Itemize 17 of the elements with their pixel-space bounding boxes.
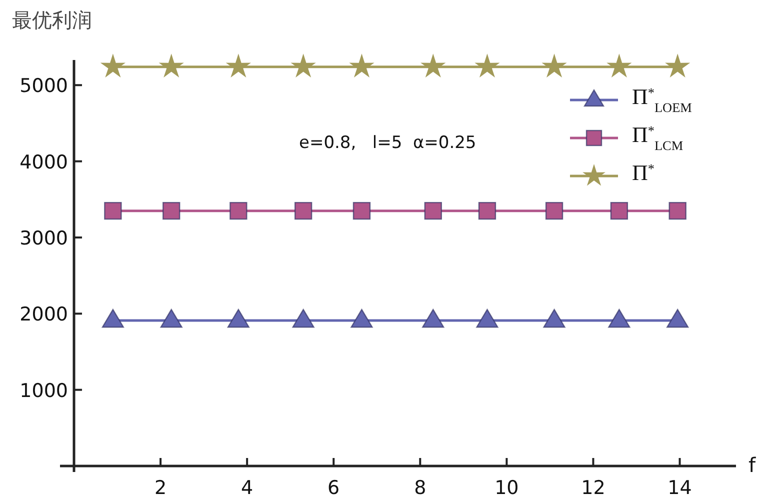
y-axis-title: 最优利润 <box>12 8 92 32</box>
y-tick-label: 3000 <box>20 227 68 250</box>
x-axis-title: f <box>748 453 756 477</box>
x-tick-label: 4 <box>241 477 254 496</box>
x-tick-label: 6 <box>328 477 340 496</box>
x-tick-label: 10 <box>494 477 519 496</box>
y-tick-label: 5000 <box>20 75 68 98</box>
y-tick-label: 2000 <box>20 304 68 326</box>
x-tick-label: 12 <box>581 477 606 496</box>
x-tick-label: 14 <box>668 477 692 496</box>
x-tick-label: 8 <box>414 477 426 496</box>
x-tick-label: 2 <box>154 477 167 496</box>
y-tick-label: 4000 <box>20 151 68 174</box>
legend-item: Π$^{*}$ <box>570 160 654 186</box>
y-tick-label: 1000 <box>20 380 68 402</box>
legend-label: Π$^{*}$ <box>632 160 654 185</box>
annotation: e=0.8, l=5 α=0.25 <box>299 133 476 153</box>
